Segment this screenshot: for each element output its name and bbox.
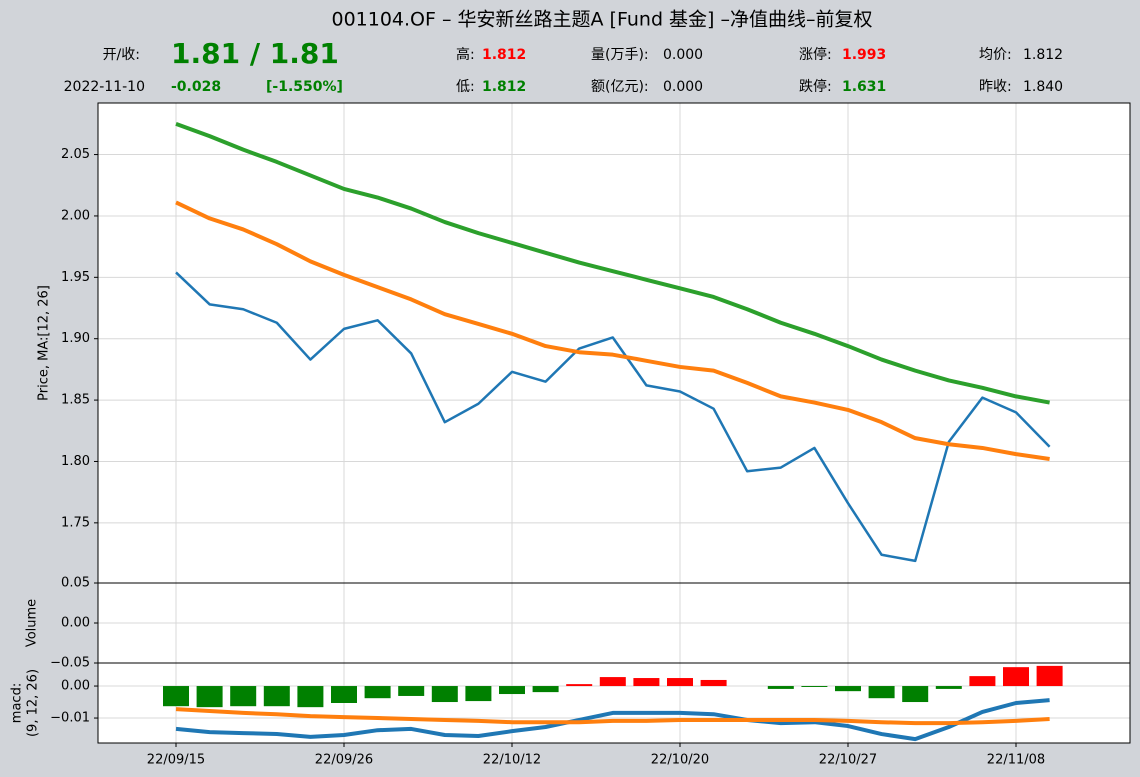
header-value: 1.812 — [1023, 47, 1063, 63]
x-tick-label: 22/10/12 — [483, 753, 541, 768]
header-value: 1.631 — [842, 79, 886, 95]
histogram-bar — [196, 686, 223, 708]
histogram-bar — [566, 684, 593, 687]
header-label: 额(亿元): — [591, 79, 649, 95]
y-tick-label: 1.75 — [61, 515, 90, 530]
header-label: 开/收: — [103, 47, 140, 63]
y-tick-label: 0.05 — [61, 576, 90, 591]
line — [175, 271, 1051, 563]
header-value: 0.000 — [663, 79, 703, 95]
histogram-bar — [331, 686, 357, 703]
histogram-bar — [465, 686, 492, 702]
histogram-bar — [1003, 667, 1029, 687]
line — [175, 707, 1050, 726]
header-date: 2022-11-10 — [64, 79, 145, 95]
y-axis-label: Volume — [25, 599, 40, 647]
header-value: 0.000 — [663, 47, 703, 63]
histogram-bar — [1036, 665, 1063, 687]
histogram-bar — [835, 686, 861, 692]
histogram-bar — [263, 686, 290, 707]
y-tick-label: −0.05 — [50, 656, 90, 671]
y-axis-label: (9, 12, 26) — [26, 669, 41, 737]
histogram-bar — [532, 686, 559, 693]
chart-title: 001104.OF – 华安新丝路主题A [Fund 基金] –净值曲线–前复权 — [331, 9, 872, 31]
line — [175, 121, 1050, 405]
header-value: [-1.550%] — [266, 79, 343, 95]
y-tick-label: 1.80 — [61, 454, 90, 469]
header-label: 昨收: — [979, 79, 1012, 95]
histogram-bar — [868, 686, 895, 699]
header-label: 均价: — [979, 47, 1012, 63]
histogram-bar — [364, 686, 391, 699]
histogram-bar — [599, 677, 626, 687]
x-tick-label: 22/10/20 — [651, 753, 709, 768]
histogram-bar — [230, 686, 257, 707]
x-tick-label: 22/10/27 — [819, 753, 877, 768]
histogram-bar — [935, 686, 962, 689]
header-value: 1.993 — [842, 47, 886, 63]
y-tick-label: 2.05 — [61, 147, 90, 162]
header-label: 涨停: — [799, 46, 832, 63]
y-tick-label: 1.85 — [61, 393, 90, 408]
x-tick-label: 22/11/08 — [987, 753, 1045, 768]
header-label: 高: — [456, 46, 475, 63]
histogram-bar — [801, 686, 828, 687]
header-label: 量(万手): — [591, 47, 649, 63]
histogram-bar — [499, 686, 525, 695]
histogram-bar — [902, 686, 929, 703]
y-tick-label: −0.01 — [50, 711, 90, 726]
plot-frame — [97, 662, 1131, 744]
histogram-bar — [969, 676, 996, 687]
histogram-bar — [767, 686, 794, 689]
header-value: 1.81 / 1.81 — [171, 37, 339, 70]
header-value: 1.812 — [482, 79, 526, 95]
y-tick-label: 0.00 — [61, 616, 90, 631]
y-tick-label: 2.00 — [61, 208, 90, 223]
histogram-bar — [297, 686, 324, 708]
histogram-bar — [667, 678, 693, 687]
histogram-bar — [431, 686, 458, 703]
y-tick-label: 0.00 — [61, 679, 90, 694]
histogram-bar — [163, 686, 189, 707]
header-label: 低: — [456, 79, 475, 95]
x-tick-label: 22/09/15 — [147, 753, 205, 768]
header-value: 1.812 — [482, 47, 526, 63]
x-tick-label: 22/09/26 — [315, 753, 373, 768]
line — [175, 200, 1050, 461]
histogram-bar — [398, 686, 425, 696]
histogram-bar — [633, 678, 660, 687]
line — [175, 698, 1050, 742]
y-axis-label: macd: — [10, 683, 25, 723]
header-value: 1.840 — [1023, 79, 1063, 95]
plot-area — [98, 103, 1130, 583]
y-tick-label: 1.95 — [61, 270, 90, 285]
histogram-bar — [700, 679, 727, 687]
y-axis-label: Price, MA:[12, 26] — [37, 285, 52, 401]
header-label: 跌停: — [799, 78, 832, 95]
header-value: -0.028 — [171, 79, 221, 95]
y-tick-label: 1.90 — [61, 331, 90, 346]
